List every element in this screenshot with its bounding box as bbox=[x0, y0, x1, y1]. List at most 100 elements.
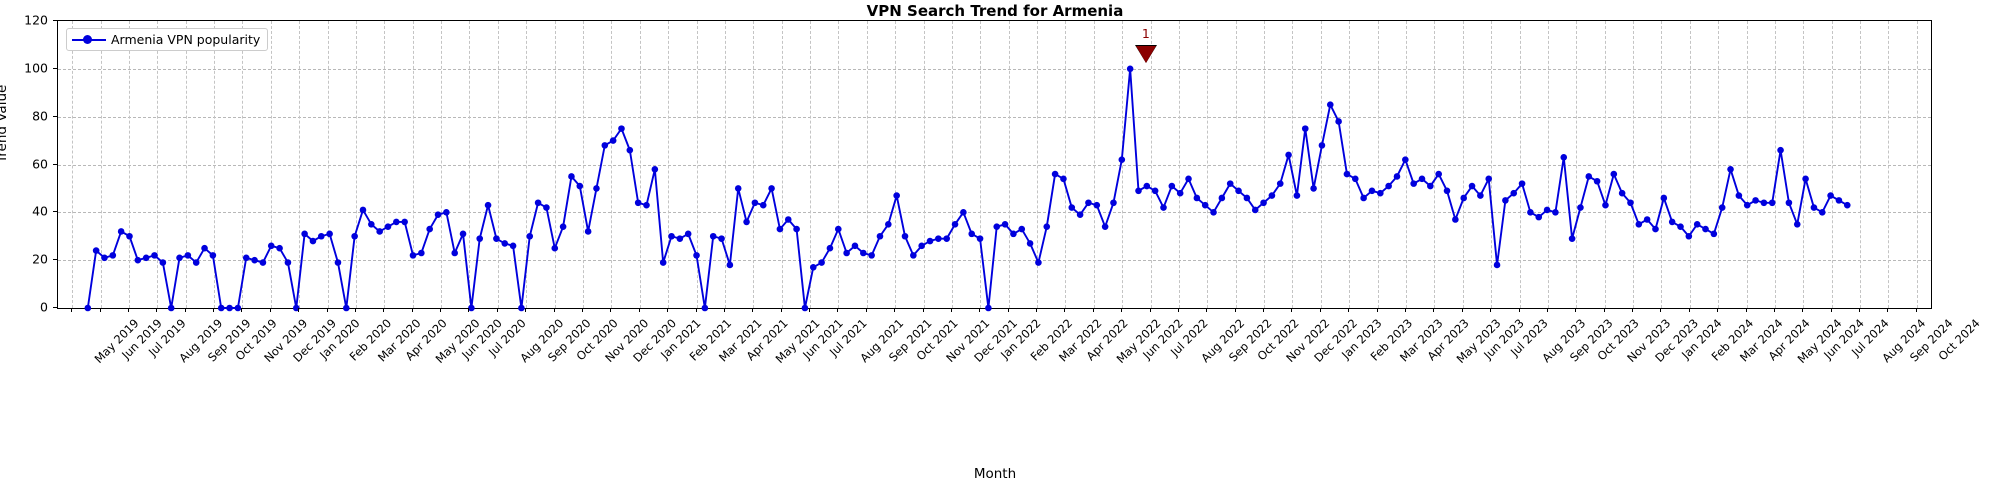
data-point bbox=[910, 252, 917, 259]
gridline-x-49 bbox=[1462, 21, 1464, 308]
data-point bbox=[1393, 173, 1401, 180]
data-point bbox=[1151, 187, 1159, 195]
data-point bbox=[267, 242, 275, 250]
data-point bbox=[368, 220, 375, 228]
data-point bbox=[1351, 175, 1359, 183]
gridline-y-40 bbox=[58, 212, 1931, 214]
data-point bbox=[151, 252, 158, 259]
data-point bbox=[176, 254, 183, 262]
y-tick-mark bbox=[53, 259, 57, 261]
data-point bbox=[784, 216, 792, 223]
data-point bbox=[1068, 204, 1076, 211]
gridline-x-24 bbox=[753, 21, 755, 308]
data-point bbox=[1226, 180, 1234, 187]
data-point bbox=[1585, 173, 1593, 180]
legend-entry-label: Armenia VPN popularity bbox=[111, 32, 261, 47]
data-point bbox=[1477, 192, 1484, 199]
x-tick-mark bbox=[298, 308, 300, 312]
x-tick-mark bbox=[865, 308, 867, 312]
x-tick-mark bbox=[1887, 308, 1889, 312]
gridline-x-59 bbox=[1746, 21, 1748, 308]
data-point bbox=[1835, 197, 1843, 204]
data-point bbox=[1535, 213, 1543, 221]
data-point bbox=[1110, 199, 1117, 207]
data-point bbox=[509, 242, 517, 250]
data-point bbox=[1293, 192, 1301, 199]
data-point bbox=[84, 304, 92, 312]
data-point bbox=[851, 242, 859, 250]
data-point bbox=[376, 228, 383, 235]
x-tick-mark bbox=[979, 308, 981, 312]
gridline-x-7 bbox=[270, 21, 272, 308]
x-tick-mark bbox=[809, 308, 811, 312]
gridline-x-6 bbox=[242, 21, 244, 308]
x-tick-mark bbox=[1603, 308, 1605, 312]
data-point bbox=[1810, 204, 1818, 211]
x-tick-mark bbox=[1859, 308, 1861, 312]
x-tick-mark bbox=[127, 308, 129, 312]
data-point bbox=[1268, 192, 1276, 199]
data-point bbox=[1260, 199, 1267, 207]
gridline-y-20 bbox=[58, 260, 1931, 262]
y-tick-label-0: 0 bbox=[40, 299, 48, 315]
data-point bbox=[826, 244, 834, 252]
data-point bbox=[117, 228, 125, 235]
data-point bbox=[1377, 189, 1384, 197]
data-point bbox=[743, 218, 750, 226]
data-point bbox=[1652, 225, 1659, 233]
x-tick-mark bbox=[1036, 308, 1038, 312]
data-point bbox=[1085, 199, 1092, 207]
y-tick-mark bbox=[53, 211, 57, 213]
data-point bbox=[1460, 194, 1467, 202]
x-tick-mark bbox=[1490, 308, 1492, 312]
data-point bbox=[301, 230, 308, 238]
data-point bbox=[1635, 220, 1643, 228]
gridline-x-65 bbox=[1916, 21, 1918, 308]
data-point bbox=[1360, 194, 1367, 202]
data-point bbox=[1201, 201, 1209, 209]
x-tick-mark bbox=[1064, 308, 1066, 312]
data-point bbox=[734, 185, 742, 192]
gridline-y-60 bbox=[58, 164, 1931, 166]
gridline-x-22 bbox=[696, 21, 698, 308]
x-tick-mark bbox=[1319, 308, 1321, 312]
data-point bbox=[109, 252, 117, 259]
data-point bbox=[893, 192, 900, 199]
data-point bbox=[1418, 175, 1426, 183]
x-tick-mark bbox=[156, 308, 158, 312]
data-point bbox=[1727, 165, 1734, 173]
data-point bbox=[659, 259, 667, 266]
legend[interactable]: Armenia VPN popularity bbox=[66, 28, 269, 51]
data-point bbox=[1827, 192, 1834, 199]
data-point bbox=[968, 230, 976, 238]
data-point bbox=[1743, 201, 1751, 209]
data-point bbox=[1160, 204, 1167, 211]
gridline-x-18 bbox=[583, 21, 584, 308]
chart-title: VPN Search Trend for Armenia bbox=[866, 2, 1124, 20]
x-tick-mark bbox=[1660, 308, 1662, 312]
data-point bbox=[1685, 232, 1693, 240]
data-point bbox=[868, 252, 875, 259]
data-point bbox=[1310, 185, 1317, 192]
data-point bbox=[718, 235, 725, 242]
x-tick-mark bbox=[1291, 308, 1293, 312]
data-point bbox=[451, 249, 459, 257]
x-tick-mark bbox=[1177, 308, 1179, 312]
data-point bbox=[226, 304, 233, 312]
x-tick-mark bbox=[1348, 308, 1350, 312]
gridline-x-31 bbox=[951, 21, 953, 308]
x-tick-mark bbox=[1830, 308, 1832, 312]
y-tick-label-40: 40 bbox=[32, 203, 48, 219]
x-tick-mark bbox=[1773, 308, 1775, 312]
data-point bbox=[1610, 170, 1618, 178]
gridline-x-2 bbox=[128, 21, 130, 308]
data-point bbox=[551, 244, 559, 252]
y-tick-mark bbox=[53, 115, 57, 117]
data-point bbox=[843, 249, 850, 257]
x-tick-mark bbox=[326, 308, 328, 312]
data-point bbox=[1343, 170, 1351, 178]
data-point bbox=[217, 304, 225, 312]
data-point bbox=[759, 201, 767, 209]
x-tick-mark bbox=[780, 308, 782, 312]
x-tick-mark bbox=[1092, 308, 1094, 312]
